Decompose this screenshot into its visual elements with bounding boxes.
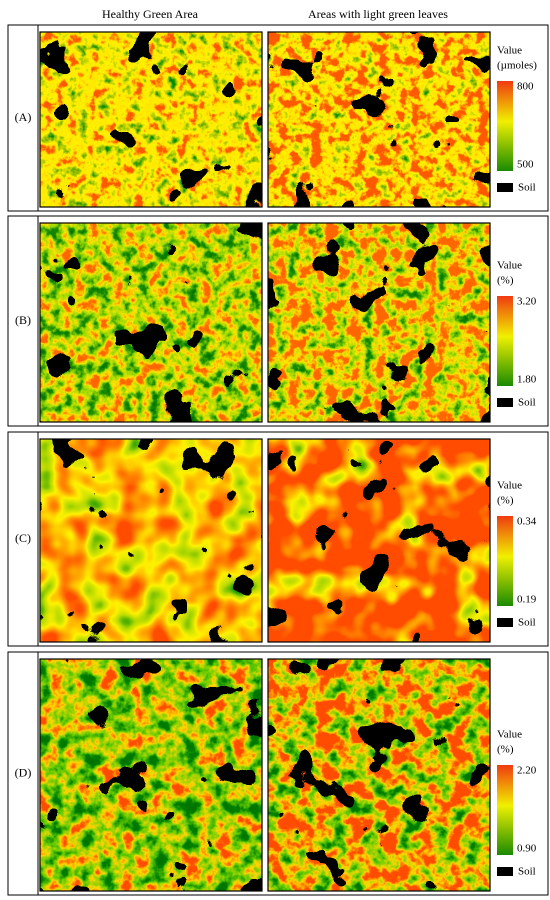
legend-min: 1.80 <box>517 374 537 386</box>
soil-swatch <box>497 183 513 192</box>
legend-title: Value <box>497 729 522 741</box>
legend-max: 3.20 <box>517 296 537 308</box>
map-frame <box>267 31 491 208</box>
legend-unit: (%) <box>497 275 514 287</box>
map-frame <box>267 658 491 892</box>
legend-unit: (%) <box>497 744 514 756</box>
legend-min: 0.19 <box>517 594 537 606</box>
map-image <box>40 439 262 642</box>
map-frame <box>39 31 263 208</box>
legend-soil: Soil <box>518 182 536 194</box>
color-bar <box>497 516 513 606</box>
legend: Value (µmoles) 800 500 Soil <box>497 45 537 194</box>
legend-min: 0.90 <box>517 843 537 855</box>
legend-unit: (µmoles) <box>497 60 537 72</box>
legend-soil: Soil <box>518 866 536 878</box>
map-frame <box>267 222 491 423</box>
panel-box <box>37 431 549 647</box>
map-image <box>40 659 262 891</box>
legend-max: 800 <box>517 81 534 93</box>
legend: Value (%)3.20 1.80 Soil <box>497 260 537 409</box>
map-image <box>40 223 262 422</box>
map-frame <box>39 658 263 892</box>
map-image <box>268 439 490 642</box>
legend: Value (%)0.34 0.19 Soil <box>497 480 537 629</box>
legend-title: Value <box>497 480 522 492</box>
map-image <box>268 659 490 891</box>
map-image <box>268 223 490 422</box>
soil-swatch <box>497 618 513 627</box>
map-frame <box>39 222 263 423</box>
map-image <box>268 32 490 207</box>
legend-title: Value <box>497 45 522 57</box>
map-frame <box>267 438 491 643</box>
panel-box <box>37 24 549 212</box>
legend-unit: (%) <box>497 495 514 507</box>
legend: Value (%)2.20 0.90 Soil <box>497 729 537 878</box>
color-bar <box>497 765 513 855</box>
legend-max: 2.20 <box>517 765 537 777</box>
color-bar <box>497 81 513 171</box>
panel-box <box>37 651 549 896</box>
legend-title: Value <box>497 260 522 272</box>
color-bar <box>497 296 513 386</box>
column-header: Areas with light green leaves <box>308 7 448 21</box>
soil-swatch <box>497 867 513 876</box>
legend-min: 500 <box>517 159 534 171</box>
panel-label: (B) <box>15 313 31 327</box>
legend-max: 0.34 <box>517 516 537 528</box>
soil-swatch <box>497 398 513 407</box>
legend-soil: Soil <box>518 617 536 629</box>
column-header: Healthy Green Area <box>102 7 199 21</box>
panel-label: (A) <box>15 110 32 124</box>
legend-soil: Soil <box>518 397 536 409</box>
panel-label: (C) <box>15 531 31 545</box>
map-image <box>40 32 262 207</box>
panel-box <box>37 215 549 427</box>
map-frame <box>39 438 263 643</box>
panel-label: (D) <box>15 765 32 779</box>
